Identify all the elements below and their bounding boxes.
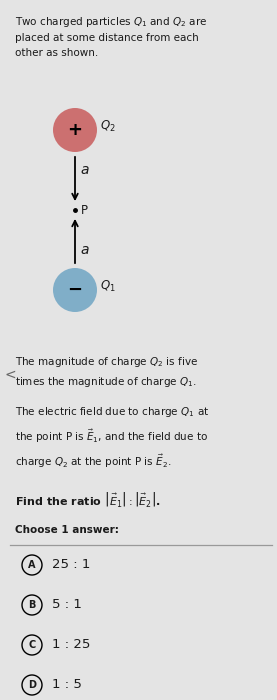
Text: $Q_1$: $Q_1$ [100,279,116,293]
Text: Two charged particles $Q_1$ and $Q_2$ are
placed at some distance from each
othe: Two charged particles $Q_1$ and $Q_2$ ar… [15,15,207,58]
Text: +: + [68,121,83,139]
Text: 1 : 25: 1 : 25 [52,638,90,652]
Ellipse shape [53,268,97,312]
Text: The electric field due to charge $Q_1$ at
the point P is $\vec{E}_1$, and the fi: The electric field due to charge $Q_1$ a… [15,405,209,470]
Text: 25 : 1: 25 : 1 [52,559,90,571]
Text: C: C [28,640,36,650]
Text: Find the ratio $\left|\vec{E}_1\right| : \left|\vec{E}_2\right|$.: Find the ratio $\left|\vec{E}_1\right| :… [15,490,161,509]
Text: a: a [80,243,88,257]
Text: A: A [28,560,36,570]
Text: $Q_2$: $Q_2$ [100,118,116,134]
Text: <: < [4,368,16,382]
Text: Choose 1 answer:: Choose 1 answer: [15,525,119,535]
Text: a: a [80,163,88,177]
Text: 5 : 1: 5 : 1 [52,598,82,612]
Text: P: P [81,204,88,216]
Ellipse shape [53,108,97,152]
Text: −: − [67,281,83,299]
Text: The magnitude of charge $Q_2$ is five
times the magnitude of charge $Q_1$.: The magnitude of charge $Q_2$ is five ti… [15,355,198,389]
Text: D: D [28,680,36,690]
Text: B: B [28,600,36,610]
Text: 1 : 5: 1 : 5 [52,678,82,692]
